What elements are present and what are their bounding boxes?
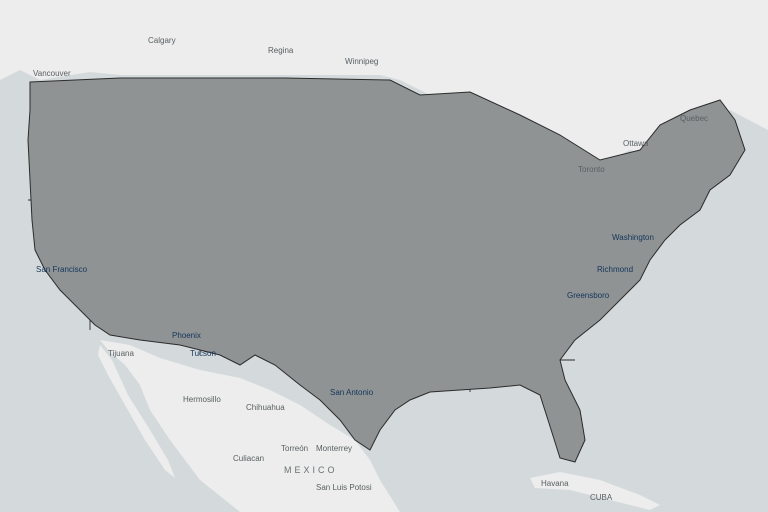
canada-land bbox=[0, 0, 768, 165]
mexico-land bbox=[100, 340, 400, 512]
baja-land bbox=[98, 345, 175, 478]
cuba-land bbox=[530, 472, 660, 510]
